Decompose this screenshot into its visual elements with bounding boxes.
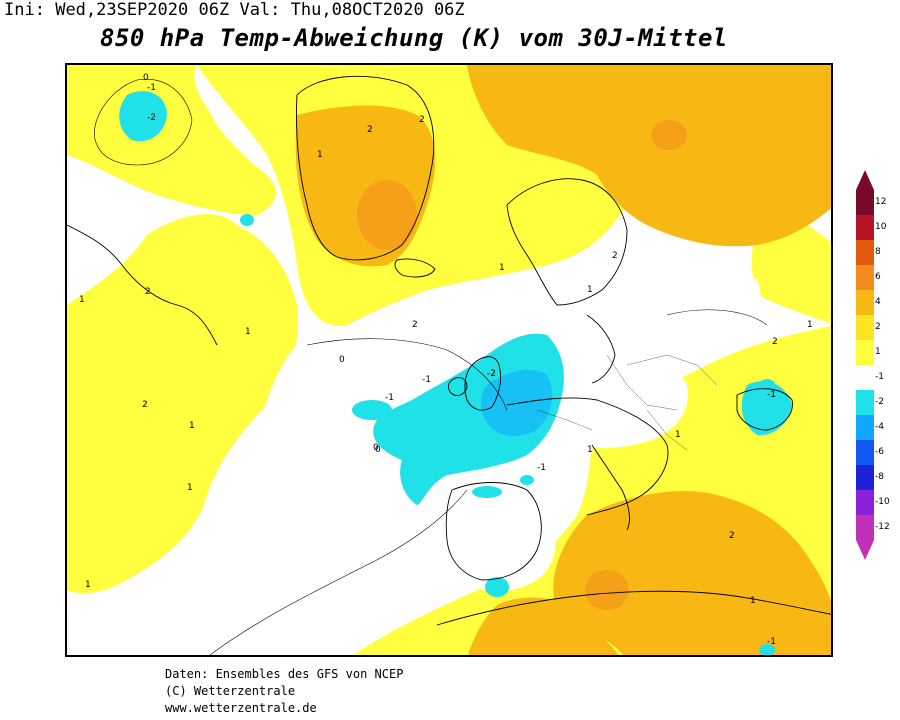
legend-swatch [856, 515, 874, 540]
legend-label: 10 [875, 221, 887, 232]
legend-label: -1 [875, 371, 884, 382]
legend-swatch [856, 390, 874, 415]
legend-swatch [856, 190, 874, 215]
legend-label: -4 [875, 421, 884, 432]
legend-label: 12 [875, 196, 887, 207]
run-info-line: Ini: Wed,23SEP2020 06Z Val: Thu,08OCT202… [4, 0, 465, 20]
legend-label: -8 [875, 471, 884, 482]
anomaly-4-6-fill [357, 120, 687, 610]
contour-lines [94, 78, 768, 655]
legend-swatch [856, 365, 874, 390]
legend-label: 4 [875, 296, 881, 307]
legend-label: -12 [875, 521, 890, 532]
legend-label: 8 [875, 246, 881, 257]
legend-label: 6 [875, 271, 881, 282]
country-borders [536, 354, 718, 451]
legend-swatch [856, 490, 874, 515]
init-value: Wed,23SEP2020 06Z [55, 0, 230, 20]
coastlines [67, 75, 831, 626]
legend-label: -10 [875, 496, 890, 507]
legend-label: 2 [875, 321, 881, 332]
color-scale-bar [856, 170, 874, 560]
footer-credits: Daten: Ensembles des GFS von NCEP (C) We… [165, 666, 403, 717]
map-title: 850 hPa Temp-Abweichung (K) vom 30J-Mitt… [100, 24, 728, 52]
legend-swatch [856, 315, 874, 340]
legend-swatch [856, 340, 874, 365]
legend-bottom-arrow [856, 540, 874, 560]
anomaly-neg2-neg4-fill [481, 369, 553, 436]
legend-label: 1 [875, 346, 881, 357]
data-source: Daten: Ensembles des GFS von NCEP [165, 667, 404, 681]
legend-swatch [856, 215, 874, 240]
legend-swatch [856, 415, 874, 440]
legend-swatch [856, 465, 874, 490]
legend-swatch [856, 240, 874, 265]
legend-top-arrow [856, 170, 874, 190]
copyright: (C) Wetterzentrale [165, 684, 296, 698]
legend-swatch [856, 440, 874, 465]
map-panel: -1 -2 0 1 2 1 2 2 1 0 -1 -1 -2 0 1 2 1 2… [65, 63, 833, 657]
website-link: www.wetterzentrale.de [165, 701, 317, 715]
valid-value: Thu,08OCT2020 06Z [290, 0, 465, 20]
legend-label: -6 [875, 446, 884, 457]
legend-swatch [856, 290, 874, 315]
valid-label: Val: [239, 0, 281, 20]
anomaly-map [67, 65, 831, 655]
legend-swatch [856, 265, 874, 290]
color-scale-legend: 12 10 8 6 4 2 1 -1 -2 -4 -6 -8 -10 -12 [855, 170, 900, 560]
legend-label: -2 [875, 396, 884, 407]
init-label: Ini: [4, 0, 45, 20]
